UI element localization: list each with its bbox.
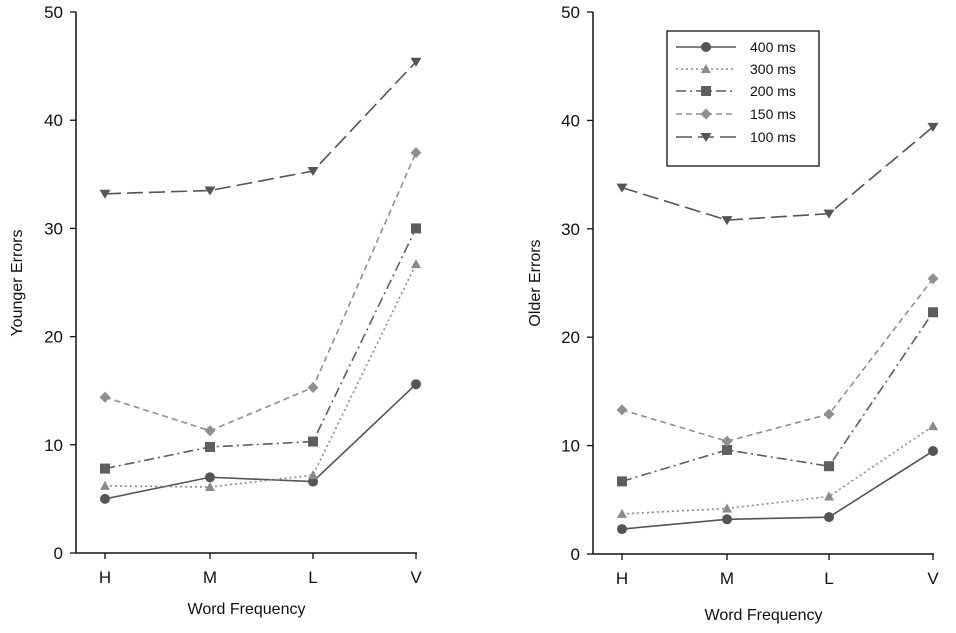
- y-axis-title: Younger Errors: [9, 229, 26, 336]
- legend-label-100-ms: 100 ms: [750, 129, 796, 145]
- data-point-200-ms-h: [100, 463, 110, 474]
- data-point-300-ms-v: [411, 259, 421, 269]
- y-tick-label-50: 50: [44, 3, 63, 22]
- series-150-ms: [99, 147, 422, 437]
- legend-label-300-ms: 300 ms: [750, 61, 796, 77]
- y-axis-title: Older Errors: [527, 239, 544, 326]
- legend-marker-200-ms: [701, 86, 711, 96]
- data-point-300-ms-m: [722, 503, 732, 513]
- data-point-200-ms-m: [205, 441, 215, 452]
- y-tick-label-40: 40: [44, 111, 63, 130]
- series-line-200-ms: [104, 228, 417, 470]
- data-point-200-ms-h: [617, 476, 627, 487]
- series-line-300-ms: [104, 263, 417, 488]
- x-tick-label-h: H: [616, 569, 628, 588]
- data-point-300-ms-h: [100, 480, 110, 490]
- y-tick-label-40: 40: [561, 111, 580, 130]
- series-line-100-ms: [104, 61, 417, 195]
- data-point-300-ms-v: [928, 421, 938, 431]
- data-point-400-ms-h: [100, 493, 110, 504]
- data-point-400-ms-v: [928, 446, 938, 457]
- x-tick-label-m: M: [720, 569, 734, 588]
- y-tick-label-10: 10: [561, 437, 580, 456]
- x-tick-label-l: L: [308, 568, 317, 587]
- legend: 400 ms 300 ms 200 ms 150 ms 100 ms: [666, 30, 820, 167]
- data-point-100-ms-v: [410, 57, 422, 67]
- data-point-300-ms-h: [617, 508, 627, 518]
- y-tick-label-30: 30: [44, 219, 63, 238]
- legend-label-200-ms: 200 ms: [750, 83, 796, 99]
- panel-2: 0 10 20 30 40 50 H M L V Word Frequency Older Error…: [527, 3, 939, 624]
- data-point-200-ms-l: [824, 461, 834, 472]
- data-point-400-ms-h: [617, 524, 627, 535]
- data-point-150-ms-m: [721, 435, 733, 447]
- panel-1: 0 10 20 30 40 50 H M L V Word Frequency Younger Err…: [9, 3, 422, 618]
- y-tick-label-50: 50: [561, 3, 580, 22]
- series-line-100-ms: [621, 126, 934, 221]
- series-400-ms: [100, 379, 421, 504]
- series-100-ms: [616, 122, 939, 226]
- series-100-ms: [99, 57, 422, 199]
- series-line-150-ms: [621, 278, 934, 443]
- legend-label-400-ms: 400 ms: [750, 39, 796, 55]
- series-200-ms: [100, 223, 421, 474]
- data-point-300-ms-m: [205, 481, 215, 491]
- series-150-ms: [616, 273, 939, 447]
- data-point-150-ms-v: [410, 147, 422, 159]
- y-tick-label-20: 20: [44, 328, 63, 347]
- y-tick-label-30: 30: [561, 220, 580, 239]
- y-tick-label-20: 20: [561, 328, 580, 347]
- series-line-200-ms: [621, 311, 934, 483]
- data-point-100-ms-h: [616, 183, 628, 193]
- data-point-100-ms-l: [823, 209, 835, 219]
- series-400-ms: [617, 446, 938, 535]
- data-point-100-ms-v: [927, 122, 939, 132]
- data-point-400-ms-l: [824, 512, 834, 523]
- x-tick-label-h: H: [99, 568, 111, 587]
- data-point-400-ms-m: [205, 472, 215, 483]
- series-300-ms: [617, 421, 938, 518]
- data-point-100-ms-h: [99, 189, 111, 199]
- x-tick-label-m: M: [203, 568, 217, 587]
- data-point-100-ms-l: [307, 167, 319, 177]
- data-point-400-ms-v: [411, 379, 421, 390]
- data-point-150-ms-l: [823, 408, 835, 420]
- data-point-100-ms-m: [204, 186, 216, 196]
- legend-marker-100-ms: [700, 133, 712, 142]
- x-tick-label-v: V: [410, 568, 422, 587]
- data-point-300-ms-l: [824, 491, 834, 501]
- data-point-200-ms-l: [308, 436, 318, 447]
- series-line-150-ms: [104, 152, 417, 432]
- legend-label-150-ms: 150 ms: [750, 106, 796, 122]
- legend-box: [666, 30, 820, 167]
- series-200-ms: [617, 307, 938, 487]
- x-tick-label-l: L: [824, 569, 833, 588]
- series-line-300-ms: [621, 425, 934, 515]
- data-point-300-ms-l: [308, 470, 318, 480]
- data-point-150-ms-v: [927, 273, 939, 285]
- y-tick-label-0: 0: [571, 545, 580, 564]
- series-line-400-ms: [621, 450, 934, 530]
- y-tick-label-0: 0: [54, 544, 63, 563]
- data-point-200-ms-m: [722, 444, 732, 455]
- data-point-400-ms-m: [722, 514, 732, 525]
- data-point-200-ms-v: [411, 223, 421, 234]
- data-point-150-ms-l: [307, 381, 319, 393]
- series-300-ms: [100, 259, 421, 491]
- y-tick-label-10: 10: [44, 436, 63, 455]
- x-axis-title: Word Frequency: [705, 607, 823, 624]
- x-axis-title: Word Frequency: [188, 601, 306, 618]
- data-point-200-ms-v: [928, 307, 938, 318]
- data-point-150-ms-h: [616, 404, 628, 416]
- legend-marker-300-ms: [701, 64, 711, 73]
- data-point-150-ms-h: [99, 391, 111, 403]
- series-line-400-ms: [104, 383, 417, 500]
- data-point-150-ms-m: [204, 425, 216, 437]
- legend-marker-150-ms: [700, 108, 712, 120]
- x-tick-label-v: V: [927, 569, 939, 588]
- data-point-100-ms-m: [721, 216, 733, 226]
- legend-marker-400-ms: [701, 42, 711, 52]
